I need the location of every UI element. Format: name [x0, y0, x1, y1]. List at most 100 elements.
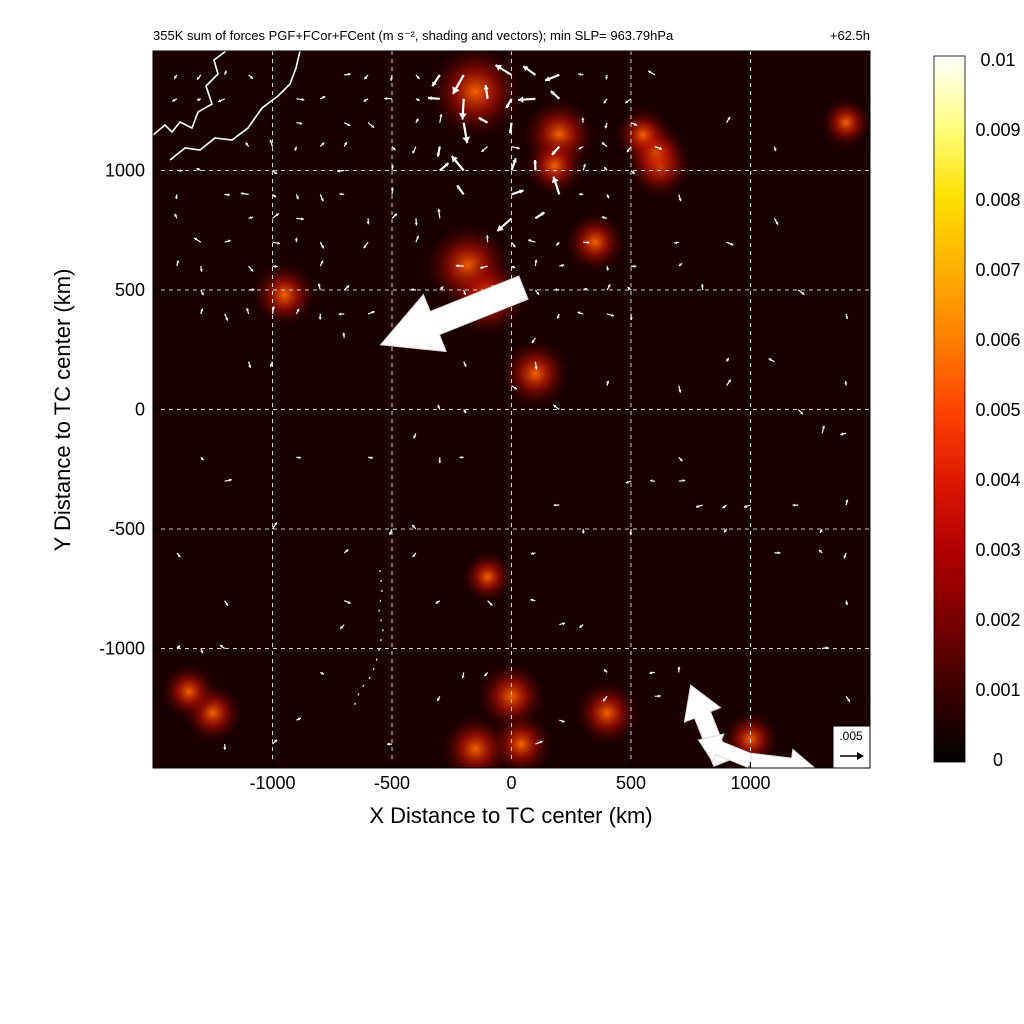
force-vector-head [200, 308, 204, 312]
force-vector-head [551, 150, 556, 155]
force-vector-head [578, 72, 582, 77]
force-vector-head [601, 216, 605, 220]
force-vector-head [344, 142, 347, 146]
force-vector-head [578, 192, 582, 196]
force-vector-head [586, 240, 590, 245]
y-tick-label: -1000 [99, 639, 145, 659]
force-vector-head [274, 264, 278, 268]
force-vector-head [578, 146, 582, 150]
force-vector-head [277, 241, 281, 245]
force-vector-head [246, 308, 250, 311]
force-vector-head [519, 189, 524, 194]
force-vector-head [604, 167, 608, 171]
force-vector-head [534, 259, 538, 263]
force-vector-head [845, 499, 849, 503]
force-vector-head [227, 193, 231, 197]
force-vector-head [533, 160, 538, 164]
force-vector-head [223, 70, 227, 74]
y-tick-label: 500 [115, 280, 145, 300]
force-vector-head [484, 673, 488, 677]
force-vector-head [177, 554, 181, 558]
force-vector-head [561, 719, 565, 723]
force-vector-head [320, 198, 324, 202]
x-tick-label: 0 [506, 773, 516, 793]
force-vector-head [634, 122, 638, 126]
force-vector-head [606, 380, 610, 384]
force-vector-head [678, 198, 682, 202]
hotspot [820, 97, 870, 149]
force-vector-head [678, 389, 682, 393]
force-vector-head [444, 163, 449, 167]
force-vector-head [847, 698, 850, 702]
force-vector-head [199, 268, 203, 272]
force-vector-head [682, 479, 686, 483]
force-vector-head [200, 457, 204, 461]
force-vector-head [483, 85, 489, 90]
colorbar-tick-label: 0.006 [975, 330, 1020, 350]
force-vector-head [363, 245, 367, 249]
force-vector-head [411, 288, 414, 292]
force-vector-head [438, 460, 442, 464]
force-vector-head [530, 551, 534, 555]
x-tick-label: 1000 [730, 773, 770, 793]
chart-title: 355K sum of forces PGF+FCor+FCent (m s⁻²… [153, 28, 674, 43]
force-vector-head [347, 123, 351, 127]
force-vector-head [384, 96, 388, 101]
hotspot [161, 663, 217, 720]
force-vector-head [345, 549, 349, 553]
force-vector-head [389, 78, 393, 81]
force-vector-head [387, 742, 390, 746]
colorbar-tick-label: 0.01 [980, 50, 1015, 70]
force-vector-head [723, 529, 727, 533]
force-vector-head [801, 291, 805, 295]
force-vector-head [322, 96, 326, 99]
large-force-vector [697, 733, 754, 768]
force-vector-head [437, 208, 441, 212]
large-vector-layer [379, 275, 816, 768]
force-vector-head [775, 221, 779, 225]
hotspot [500, 339, 570, 409]
force-vector-head [678, 263, 682, 267]
x-tick-label: -1000 [249, 773, 295, 793]
force-vector-head [412, 554, 416, 558]
hotspot [565, 212, 626, 273]
force-vector-head [392, 147, 396, 151]
hotspot [441, 714, 511, 768]
force-vector-head [274, 739, 278, 743]
colorbar [933, 55, 966, 763]
force-vector-head [821, 425, 826, 429]
force-vector-head [440, 286, 444, 290]
force-vector-head [506, 104, 510, 109]
force-vector-head [180, 168, 183, 173]
x-axis-ticks: -1000 -500 0 500 1000 [249, 762, 771, 793]
force-vector-head [605, 76, 609, 80]
force-vector-head [581, 117, 585, 121]
force-vector-head [364, 76, 368, 80]
y-tick-label: -500 [109, 519, 145, 539]
force-vector-head [844, 380, 848, 384]
coastline-layer [153, 51, 384, 713]
force-vector-head [629, 532, 633, 535]
force-vector-head [463, 292, 467, 296]
force-vector-head [512, 244, 516, 248]
force-vector-head [317, 283, 321, 287]
force-vector-head [414, 222, 418, 226]
force-vector-head [845, 602, 849, 606]
force-vector-head [730, 242, 734, 246]
force-vector-head [271, 306, 276, 310]
force-vector-head [512, 265, 516, 269]
force-vector-head [800, 411, 803, 415]
force-vector-head [604, 125, 608, 129]
force-vector-head [727, 379, 731, 383]
x-tick-label: -500 [374, 773, 410, 793]
force-vector-head [432, 81, 437, 87]
force-vector-head [301, 97, 305, 102]
hotspot [462, 551, 514, 603]
force-vector-head [389, 532, 393, 536]
force-vector-head [550, 91, 555, 95]
force-vector-head [295, 196, 299, 200]
force-vector-head [540, 212, 545, 216]
large-force-vector [379, 275, 529, 353]
force-vector-head [240, 192, 244, 196]
force-vector-head [225, 317, 229, 321]
